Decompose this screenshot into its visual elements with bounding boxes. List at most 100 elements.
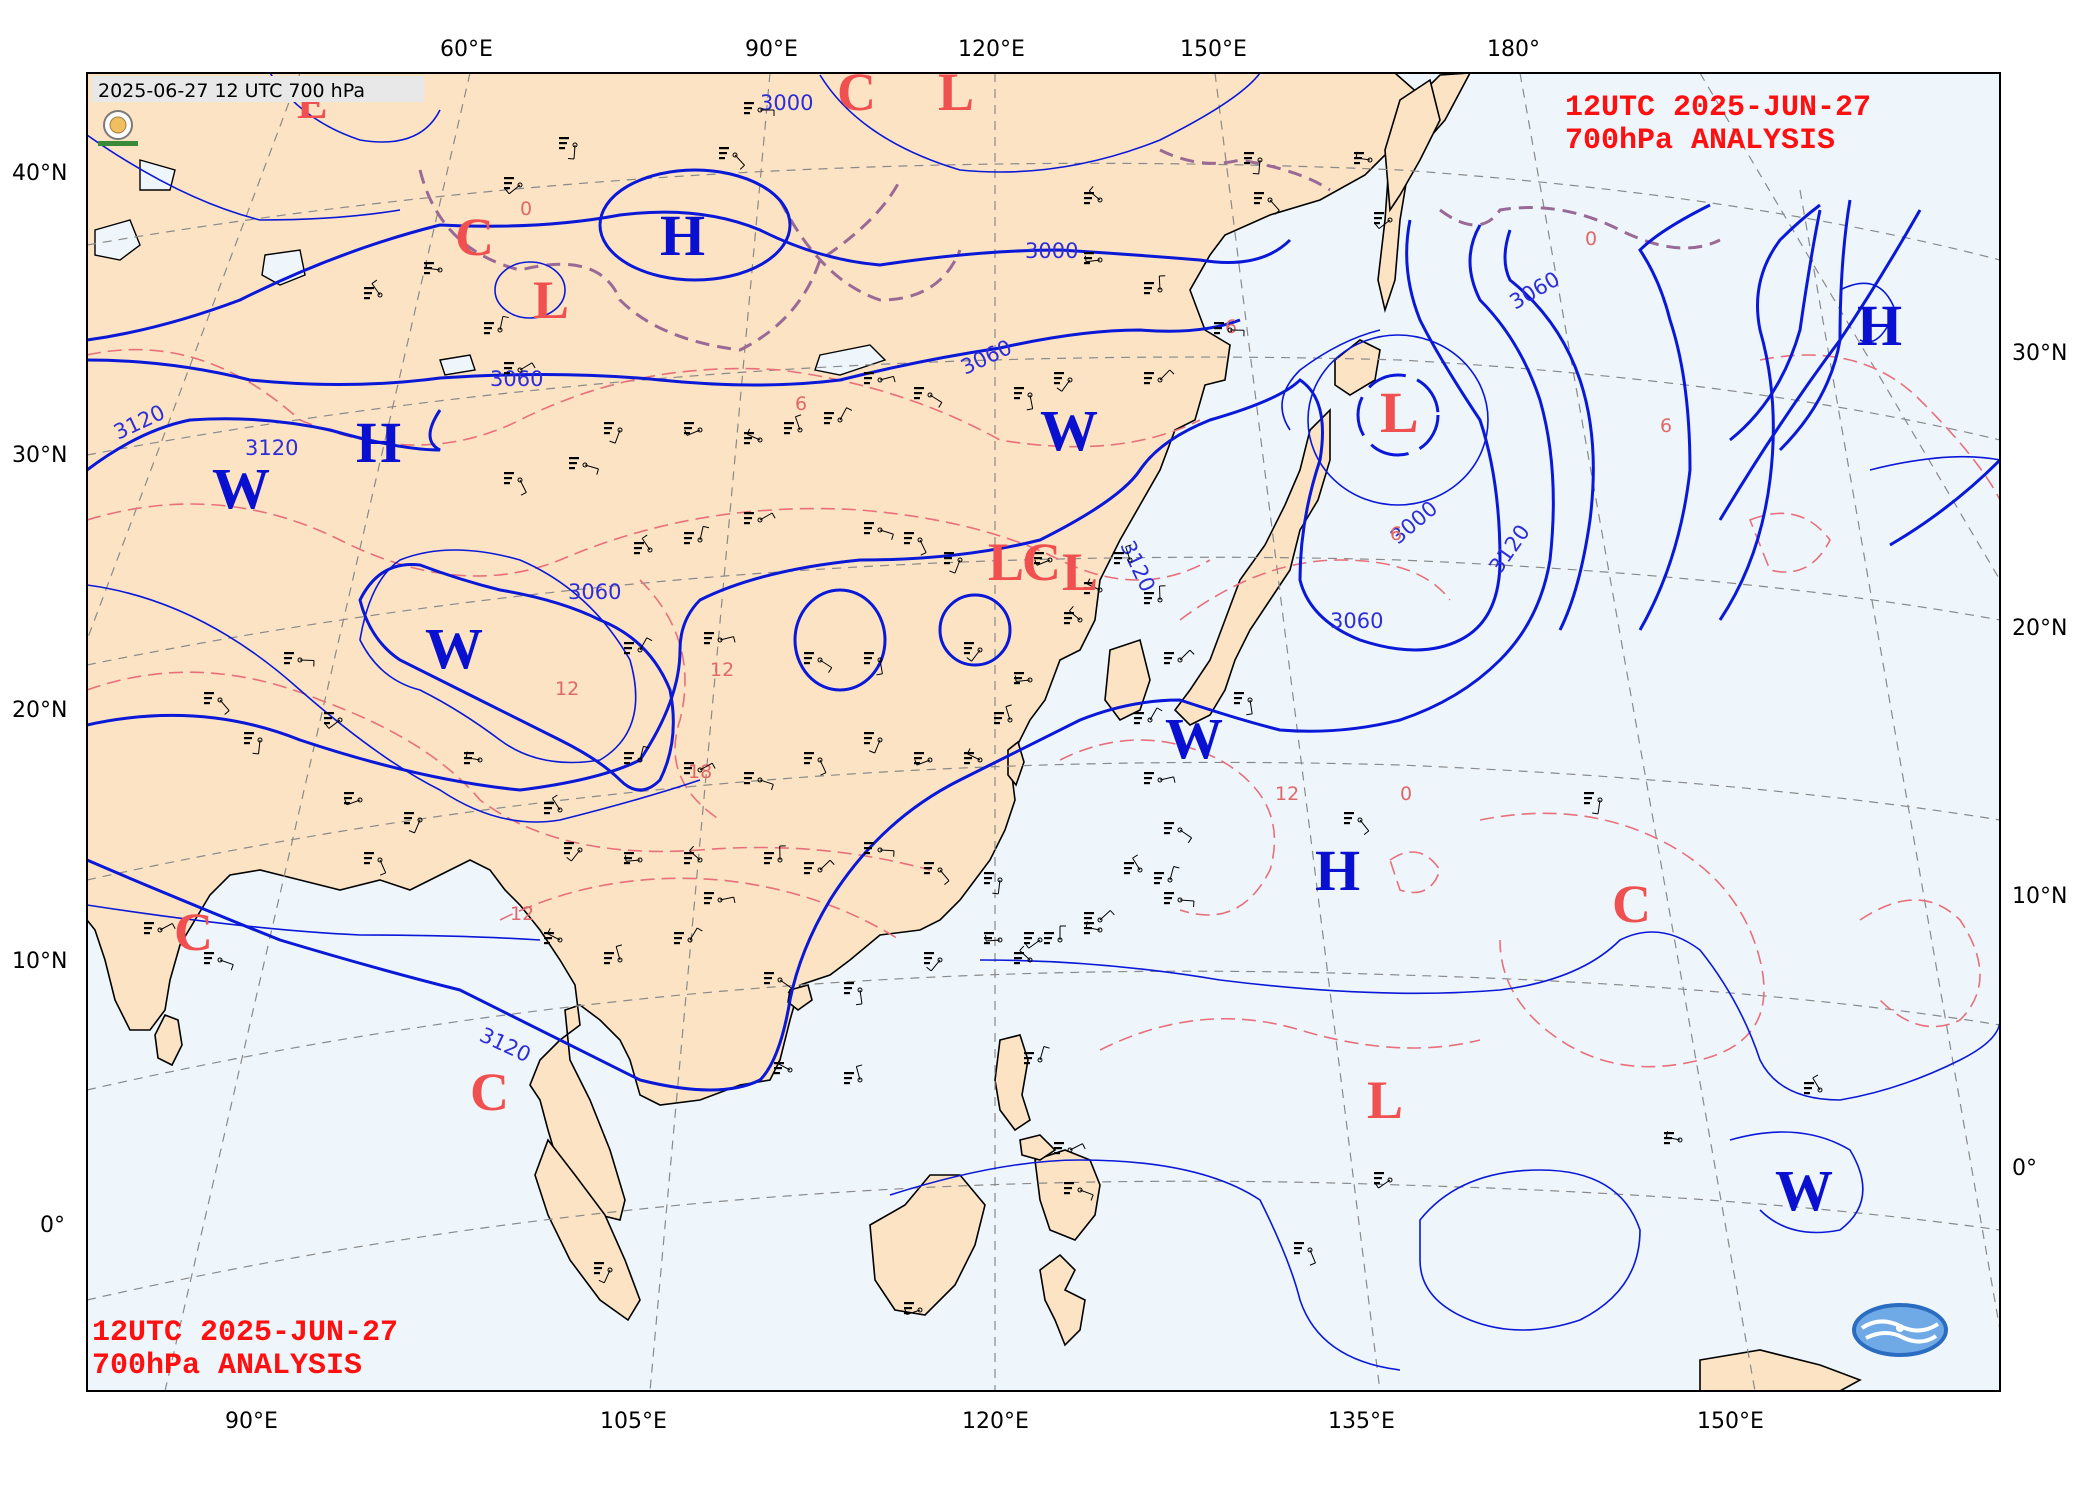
wind-barb-icon [1344, 812, 1370, 836]
contour-label: 3120 [245, 436, 298, 460]
wind-barb-icon [484, 315, 509, 335]
warm-center-label: W [1040, 398, 1098, 463]
land-japan [1173, 408, 1331, 726]
top-lon-90: 90°E [745, 37, 798, 62]
right-lat-10: 10°N [2012, 884, 2067, 909]
wind-barb-icon [844, 982, 863, 1006]
land-visayas [1019, 1134, 1057, 1161]
isotherms [87, 348, 2000, 1068]
low-center-label: L [1367, 1070, 1403, 1130]
wind-barb-icon [1084, 910, 1115, 925]
wind-barb-icon [324, 712, 343, 729]
wind-barb-icon [864, 652, 883, 676]
wind-barb-icon [504, 177, 523, 195]
wind-barb-icon [744, 772, 774, 791]
wind-barb-icon [904, 532, 927, 556]
wind-barb-icon [1014, 672, 1033, 685]
wind-barb-icon [1374, 212, 1393, 230]
left-lat-10: 10°N [12, 949, 67, 974]
low-center-label: L [1380, 380, 1419, 445]
wind-barb-icon [1214, 322, 1245, 337]
bottom-lon-135: 135°E [1328, 1409, 1395, 1434]
land-masses [87, 73, 1862, 1391]
wind-barb-icon [1144, 369, 1175, 385]
wind-barb-icon [624, 745, 650, 765]
wind-barb-icon [284, 652, 315, 667]
wind-barb-icon [1804, 1074, 1823, 1095]
wind-barb-icon [1024, 1046, 1050, 1065]
wind-barb-icon [1084, 578, 1103, 595]
wind-barb-icon [704, 892, 736, 905]
title-bottom-left-line2: 700hPa ANALYSIS [92, 1349, 362, 1383]
wind-barb-icon [684, 845, 703, 865]
wind-barb-icon [624, 852, 643, 865]
isotherm-label: 0 [1585, 228, 1597, 250]
top-lon-180: 180° [1487, 37, 1540, 62]
contour-label: 3060 [1330, 609, 1383, 633]
map-frame [86, 72, 2001, 1392]
wind-barb-icon [594, 1262, 613, 1284]
warm-center-label: W [1775, 1158, 1833, 1223]
wind-barb-icon [364, 279, 383, 300]
right-lat-30: 30°N [2012, 341, 2067, 366]
wind-barb-icon [634, 534, 653, 555]
title-top-right-line2: 700hPa ANALYSIS [1565, 124, 1835, 158]
wind-barb-icon [684, 762, 716, 775]
wind-barb-icon [1024, 932, 1043, 949]
wind-barb-icon [1144, 772, 1176, 785]
wind-barb-icon [964, 642, 983, 662]
wind-barb-icon [1374, 1172, 1393, 1189]
wind-barb-icon [144, 922, 176, 935]
high-center-label: H [1315, 838, 1360, 903]
timestamp-label: 2025-06-27 12 UTC 700 hPa [98, 80, 365, 102]
height-contours [87, 73, 2000, 1371]
cwa-logo-icon [1852, 1303, 1948, 1357]
wind-barb-icon [1154, 865, 1180, 885]
land-korea [1104, 638, 1151, 722]
left-lat-0: 0° [40, 1213, 65, 1238]
wind-barb-icon [684, 422, 703, 436]
wind-barb-icon [544, 794, 563, 815]
wind-barb-icon [464, 751, 483, 765]
wind-barb-icon [994, 704, 1013, 725]
wind-barb-icon [844, 1064, 863, 1085]
timestamp-header: 2025-06-27 12 UTC 700 hPa [92, 76, 424, 102]
wind-barb-icon [1144, 275, 1166, 295]
isotherm-label: 12 [555, 678, 579, 700]
isotherm-label: 12 [510, 903, 534, 925]
wind-barb-icon [684, 525, 710, 545]
cold-center-label: C [455, 207, 494, 267]
wind-barb-icon [1134, 707, 1163, 725]
wind-barb-icon [569, 457, 599, 475]
wind-barb-icon [984, 932, 1003, 945]
right-lat-0: 0° [2012, 1156, 2037, 1181]
wind-barb-icon [204, 952, 234, 971]
wind-barb-icon [924, 952, 943, 972]
wind-barb-icon [404, 812, 423, 834]
title-bottom-left: 12UTC 2025-JUN-27 700hPa ANALYSIS [92, 1316, 398, 1383]
wind-barb-icon [204, 692, 230, 715]
high-center-label: H [1857, 293, 1902, 358]
wind-barb-icon [864, 842, 895, 857]
wind-barb-icon [1164, 822, 1193, 844]
wind-barb-icon [1294, 1242, 1316, 1266]
axis-labels: 60°E 90°E 120°E 150°E 180° 90°E 105°E 12… [12, 37, 2067, 1434]
contour-label: 3000 [1025, 239, 1078, 263]
wind-barb-icon [1254, 192, 1280, 215]
wind-barb-icon [864, 372, 896, 385]
wind-barb-icon [1064, 605, 1083, 625]
wind-barb-icon [944, 552, 963, 574]
low-center-label: L [1062, 542, 1098, 602]
land-mindanao [1034, 1149, 1101, 1241]
title-top-right-line1: 12UTC 2025-JUN-27 [1565, 91, 1871, 125]
wind-barb-icon [1664, 1131, 1683, 1145]
zero-isotherm [418, 148, 1721, 352]
wind-barb-icon [504, 472, 527, 496]
land-hokkaido [1334, 339, 1381, 396]
wind-barb-icon [364, 852, 387, 876]
land-asia [87, 73, 1471, 1221]
wind-barb-icon [1244, 152, 1263, 175]
wind-barb-icon [1064, 1182, 1094, 1201]
wind-barb-icon [1014, 945, 1033, 965]
wind-barb-icon [744, 428, 763, 445]
